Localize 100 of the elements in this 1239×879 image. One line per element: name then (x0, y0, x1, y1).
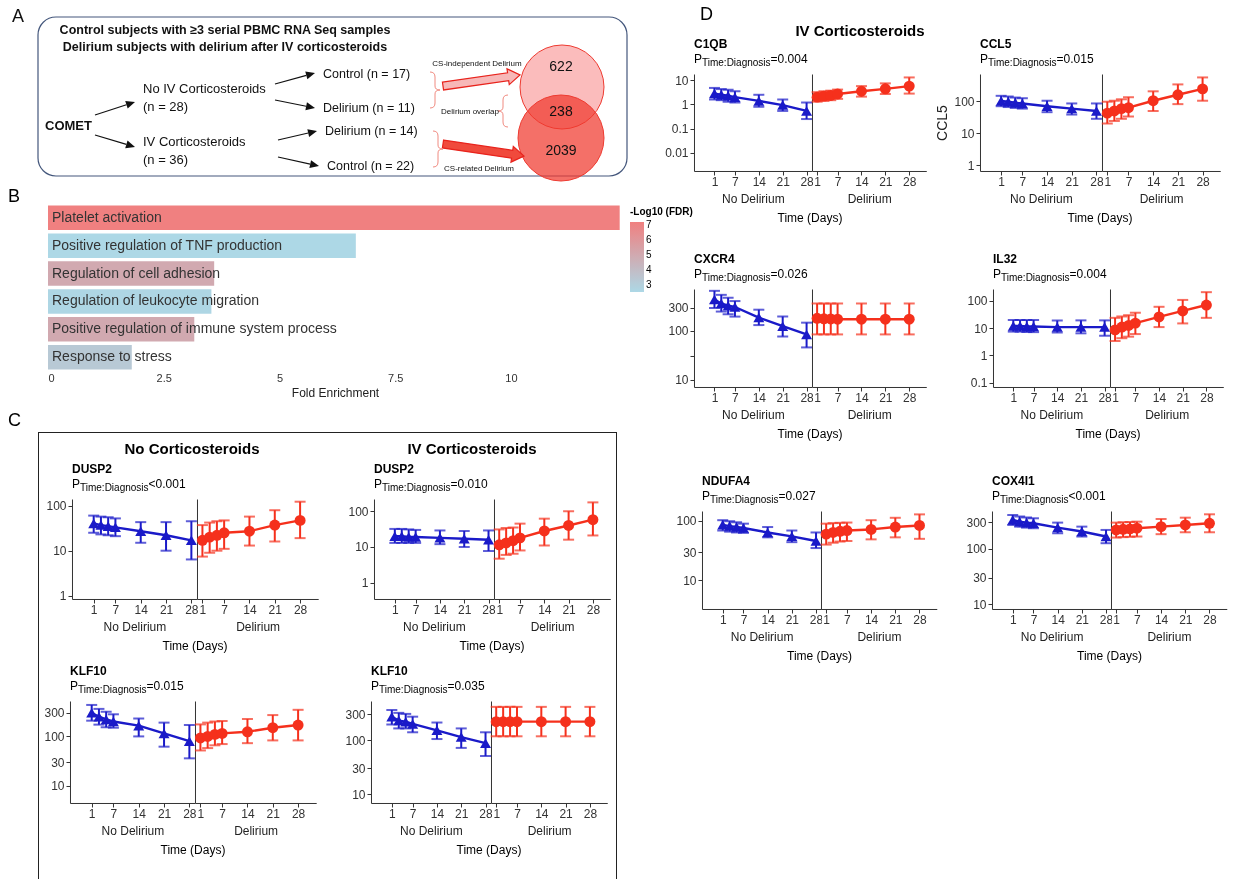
x-tick-label: 28 (1099, 613, 1114, 628)
x-tick-label: 21 (559, 807, 573, 822)
category-label: Positive regulation of TNF production (52, 236, 283, 253)
x-tick-label: 0 (48, 371, 55, 384)
point (135, 526, 147, 536)
x-axis-title: Delirium (530, 620, 575, 635)
x-tick-label: 7 (834, 175, 842, 190)
x-tick-label: 1 (388, 807, 396, 822)
point (708, 294, 720, 305)
point (1196, 83, 1208, 95)
x-tick-label: 28 (293, 603, 308, 618)
x-tick-label: 21 (776, 391, 791, 406)
x-tick-label: 14 (243, 603, 257, 618)
x-tick-label: 21 (1075, 613, 1090, 628)
x-tick-label: 21 (157, 807, 172, 822)
point (269, 519, 281, 531)
chart-subtitle: P$_{Time:Diagnosis}$=0.027 (702, 489, 817, 506)
y-tick-label: 10 (51, 779, 65, 794)
x-tick-label: 21 (455, 807, 469, 822)
x-tick-label: 28 (482, 603, 497, 618)
chart-title: KLF10 (70, 664, 108, 679)
x-tick-label: 1 (823, 613, 831, 628)
x-tick-label: 21 (1074, 391, 1089, 406)
y-tick-label: 1 (361, 576, 369, 591)
x-tick-label: 28 (1203, 613, 1218, 628)
x-tick-label: 14 (752, 175, 767, 190)
y-tick-label: 30 (51, 755, 65, 770)
x-tick-label: 1 (711, 391, 719, 406)
x-tick-label: 14 (1040, 175, 1055, 190)
text: Delirium (n = 14) (325, 124, 418, 138)
point (1200, 299, 1212, 311)
text: Control (n = 17) (323, 67, 411, 81)
point (1131, 522, 1143, 534)
y-tick-label: 10 (974, 321, 988, 336)
category-label: Positive regulation of immune system process (52, 320, 337, 337)
color-bar-label: 3 (646, 278, 652, 290)
text: CS-independent Delirium (432, 59, 523, 68)
x-tick-label: 21 (458, 603, 472, 618)
y-tick-label: 100 (46, 499, 67, 514)
x-tick-label: 14 (855, 391, 869, 406)
point (455, 732, 467, 742)
x-tick-label: 1 (719, 613, 727, 628)
point (218, 527, 230, 539)
text: Delirium subjects with delirium after IV corticosteroids (62, 40, 388, 54)
x-axis-title: Delirium (1139, 192, 1184, 207)
y-tick-label: 300 (966, 515, 987, 530)
text: Time (Days) (1067, 211, 1133, 225)
x-tick-label: 5 (276, 371, 284, 384)
color-bar-label: 7 (646, 218, 652, 230)
x-tick-label: 7 (732, 175, 740, 190)
text: Delirium overlap (441, 107, 500, 116)
x-tick-label: 1 (1104, 175, 1112, 190)
x-tick-label: 28 (583, 807, 598, 822)
y-tick-label: 10 (961, 126, 975, 141)
text: Time (Days) (1075, 427, 1141, 441)
x-tick-label: 28 (1090, 175, 1104, 190)
x-tick-label: 7 (110, 807, 118, 822)
point (1172, 89, 1184, 101)
x-axis-title: Delirium (233, 824, 278, 839)
text: Time (Days) (162, 639, 228, 653)
x-tick-label: 1 (90, 603, 98, 618)
chart-subtitle: P$_{Time:Diagnosis}$<0.001 (992, 489, 1107, 506)
chart-title: CXCR4 (694, 252, 736, 267)
text: Delirium (n = 11) (323, 101, 415, 115)
bar (48, 205, 620, 231)
category-label: Platelet activation (52, 208, 162, 225)
x-tick-label: 1 (711, 175, 719, 190)
point (292, 719, 304, 731)
x-axis-title: Delirium (847, 192, 892, 207)
x-axis-title: No Delirium (722, 408, 785, 423)
x-tick-label: 28 (291, 807, 306, 822)
x-tick-label: 14 (1051, 613, 1066, 628)
x-tick-label: 14 (433, 603, 448, 618)
y-tick-label: 300 (345, 707, 366, 722)
x-tick-label: 7 (1132, 391, 1140, 406)
x-tick-label: 10 (505, 371, 518, 384)
x-tick-label: 1 (813, 391, 821, 406)
text: IV Corticosteroids (143, 134, 247, 149)
x-tick-label: 7.5 (388, 371, 404, 384)
text: IV Corticosteroids (407, 440, 537, 457)
color-bar-label: 5 (646, 248, 652, 260)
text: A (12, 6, 25, 26)
chart-subtitle: P$_{Time:Diagnosis}$=0.010 (374, 477, 489, 494)
x-tick-label: 28 (902, 175, 917, 190)
text: Control subjects with ≥3 serial PBMC RNA Seq samples (59, 23, 391, 37)
x-tick-label: 14 (1155, 613, 1169, 628)
point (1153, 311, 1165, 323)
text: D (700, 4, 713, 25)
point (1129, 317, 1141, 329)
point (243, 525, 255, 537)
text: No Corticosteroids (124, 440, 260, 457)
x-tick-label: 21 (878, 391, 893, 406)
x-axis-title: Delirium (527, 824, 572, 839)
point (810, 536, 822, 546)
point (538, 525, 550, 537)
chart-title: KLF10 (371, 664, 409, 679)
x-tick-label: 1 (1010, 391, 1018, 406)
x-tick-label: 7 (112, 603, 120, 618)
y-tick-label: 30 (973, 571, 987, 586)
point (562, 520, 574, 531)
